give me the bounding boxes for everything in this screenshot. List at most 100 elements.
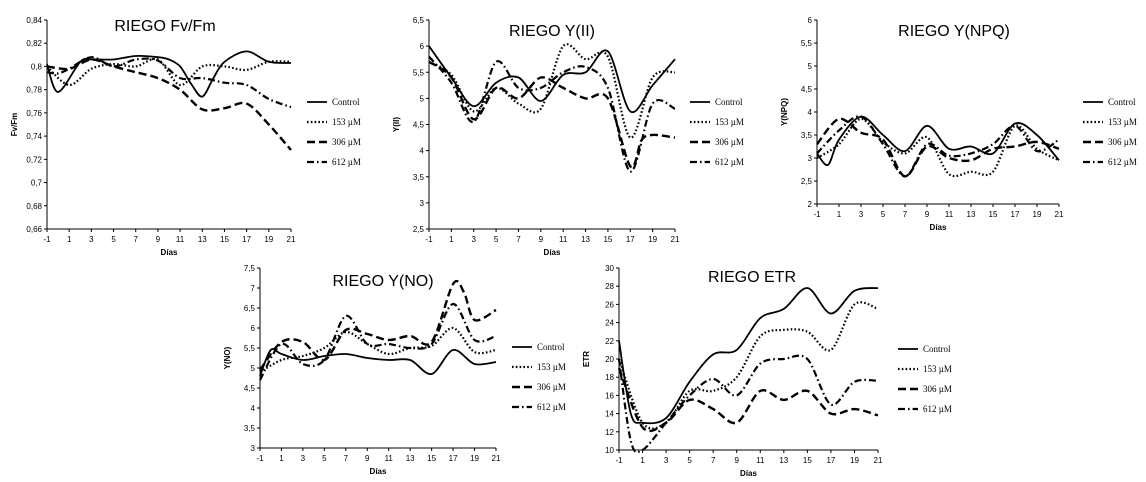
x-axis-label: Días: [370, 467, 387, 476]
legend: Control 153 µM 306 µM 612 µM: [690, 97, 744, 167]
x-tick-label: 9: [539, 235, 544, 244]
x-tick-label: 13: [779, 456, 788, 465]
y-tick-label: 0,8: [31, 62, 43, 71]
x-tick-label: 21: [671, 235, 680, 244]
y-tick-label: 6,5: [244, 304, 256, 313]
y-tick-label: 0,78: [26, 86, 42, 95]
y-tick-label: 5: [420, 94, 425, 103]
x-tick-label: 3: [472, 235, 477, 244]
y-tick-label: 2,5: [801, 177, 813, 186]
y-tick-label: 26: [605, 300, 614, 309]
x-tick-label: 19: [264, 235, 273, 244]
series-line-2: [617, 301, 879, 430]
x-axis-label: Días: [161, 248, 178, 257]
y-tick-label: 4,5: [244, 384, 256, 393]
y-tick-label: 0,72: [26, 155, 42, 164]
x-tick-label: 15: [989, 210, 998, 219]
x-tick-label: 19: [648, 235, 657, 244]
legend-label: 153 µM: [537, 362, 566, 372]
x-tick-label: 3: [89, 235, 94, 244]
x-tick-label: -1: [43, 235, 51, 244]
legend-label: Control: [1108, 97, 1136, 107]
x-tick-label: 9: [735, 456, 740, 465]
y-tick-label: 7: [251, 284, 256, 293]
y-tick-label: 3: [420, 199, 425, 208]
y-tick-label: 0,68: [26, 202, 42, 211]
y-axis-label: ETR: [582, 351, 591, 367]
legend: Control 153 µM 306 µM 612 µM: [307, 97, 361, 167]
chart-title: RIEGO Y(NPQ): [898, 23, 1010, 40]
x-tick-label: 17: [242, 235, 251, 244]
y-axis-label: Fv/Fm: [10, 113, 19, 137]
series-line-2: [428, 43, 676, 139]
y-tick-label: 0,74: [26, 132, 42, 141]
y-axis-label: Y(II): [392, 117, 401, 132]
y-tick-label: 4,5: [801, 85, 813, 94]
x-tick-label: 7: [903, 210, 908, 219]
legend-label: 306 µM: [715, 137, 744, 147]
chart-panel: 2,533,544,555,566,5-1 1 3 5 7 9 11 13 15 17 19 21RI…: [392, 16, 744, 257]
y-tick-label: 4: [420, 147, 425, 156]
y-tick-label: 24: [605, 319, 614, 328]
x-tick-label: 3: [664, 456, 669, 465]
legend: Control 153 µM 306 µM 612 µM: [512, 342, 566, 412]
x-tick-label: 11: [559, 235, 568, 244]
legend-label: 612 µM: [715, 157, 744, 167]
legend-label: Control: [923, 344, 951, 354]
x-tick-label: 11: [385, 454, 394, 463]
x-tick-label: 21: [874, 456, 883, 465]
chart-title: RIEGO Fv/Fm: [114, 18, 215, 35]
x-tick-label: -1: [256, 454, 264, 463]
y-tick-label: 3: [808, 154, 813, 163]
x-tick-label: 5: [494, 235, 499, 244]
x-tick-label: 11: [756, 456, 765, 465]
x-tick-label: 5: [687, 456, 692, 465]
y-tick-label: 0,76: [26, 109, 42, 118]
chart-panel: 22,533,544,555,56-1 1 3 5 7 9 11 13 15 17 19 21RIEG…: [780, 16, 1137, 232]
x-tick-label: 15: [803, 456, 812, 465]
y-tick-label: 4: [808, 108, 813, 117]
y-tick-label: 6: [251, 324, 256, 333]
x-tick-label: 9: [365, 454, 370, 463]
y-tick-label: 22: [605, 337, 614, 346]
y-tick-label: 16: [605, 391, 614, 400]
x-tick-label: 7: [516, 235, 521, 244]
chart-panel: 0,66 0,68 0,7 0,72 0,74 0,76 0,78 0,8 0,82 0,84 -1…: [10, 16, 361, 257]
legend-label: 612 µM: [1108, 157, 1137, 167]
legend-label: Control: [537, 342, 565, 352]
legend: Control 153 µM 306 µM 612 µM: [1083, 97, 1137, 167]
x-tick-label: 19: [850, 456, 859, 465]
x-tick-label: 19: [470, 454, 479, 463]
y-tick-label: 5: [808, 62, 813, 71]
y-tick-label: 5,5: [801, 39, 813, 48]
x-tick-label: 15: [603, 235, 612, 244]
y-tick-label: 14: [605, 410, 614, 419]
x-tick-label: 13: [198, 235, 207, 244]
y-tick-label: 0,7: [31, 179, 43, 188]
series-line-1: [618, 287, 879, 425]
y-tick-label: 2,5: [413, 225, 425, 234]
y-tick-label: 5,5: [413, 68, 425, 77]
series-line-1: [259, 348, 497, 377]
legend: Control 153 µM 306 µM 612 µM: [898, 344, 952, 414]
chart-title: RIEGO Y(II): [509, 23, 595, 40]
x-axis-label: Días: [544, 248, 561, 257]
legend-label: 153 µM: [332, 117, 361, 127]
x-tick-label: 17: [449, 454, 458, 463]
legend-label: 153 µM: [715, 117, 744, 127]
legend-label: 153 µM: [1108, 117, 1137, 127]
x-tick-label: 1: [279, 454, 284, 463]
y-tick-label: 6: [420, 42, 425, 51]
y-tick-label: 3,5: [413, 173, 425, 182]
x-tick-label: 17: [1011, 210, 1020, 219]
series-line-2: [46, 57, 292, 87]
chart-panel: 33,544,555,566,577,5-1 1 3 5 7 9 11 13 15 17 19 21R…: [223, 264, 566, 476]
series-line-4: [46, 56, 292, 109]
legend-label: Control: [332, 97, 360, 107]
x-tick-label: -1: [813, 210, 821, 219]
y-tick-label: 7,5: [244, 264, 256, 273]
x-axis-label: Días: [930, 223, 947, 232]
x-tick-label: 5: [881, 210, 886, 219]
